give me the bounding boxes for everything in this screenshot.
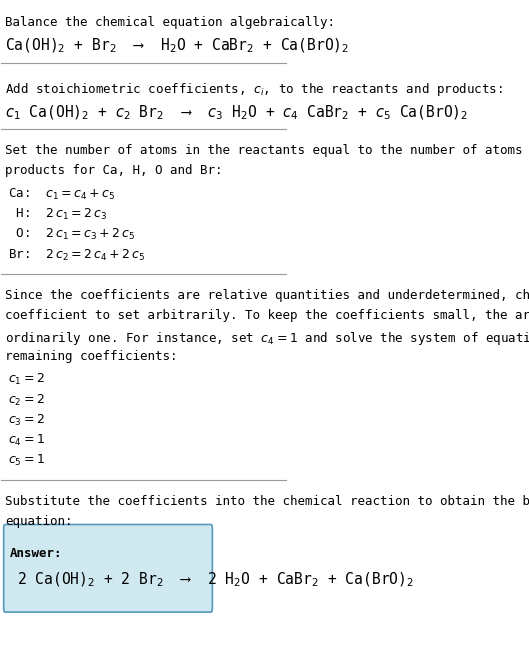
Text: $c_3 = 2$: $c_3 = 2$ [8, 413, 45, 428]
Text: equation:: equation: [5, 515, 72, 528]
Text: $c_1$ Ca(OH)$_2$ + $c_2$ Br$_2$  ⟶  $c_3$ H$_2$O + $c_4$ CaBr$_2$ + $c_5$ Ca(BrO: $c_1$ Ca(OH)$_2$ + $c_2$ Br$_2$ ⟶ $c_3$ … [5, 104, 468, 122]
Text: Br:  $2\,c_2 = 2\,c_4 + 2\,c_5$: Br: $2\,c_2 = 2\,c_4 + 2\,c_5$ [8, 248, 145, 263]
Text: Since the coefficients are relative quantities and underdetermined, choose a: Since the coefficients are relative quan… [5, 289, 529, 302]
Text: Balance the chemical equation algebraically:: Balance the chemical equation algebraica… [5, 16, 335, 28]
Text: Set the number of atoms in the reactants equal to the number of atoms in the: Set the number of atoms in the reactants… [5, 144, 529, 157]
Text: $c_1 = 2$: $c_1 = 2$ [8, 372, 45, 388]
FancyBboxPatch shape [4, 525, 212, 612]
Text: 2 Ca(OH)$_2$ + 2 Br$_2$  ⟶  2 H$_2$O + CaBr$_2$ + Ca(BrO)$_2$: 2 Ca(OH)$_2$ + 2 Br$_2$ ⟶ 2 H$_2$O + CaB… [16, 570, 414, 589]
Text: H:  $2\,c_1 = 2\,c_3$: H: $2\,c_1 = 2\,c_3$ [8, 207, 107, 222]
Text: Add stoichiometric coefficients, $c_i$, to the reactants and products:: Add stoichiometric coefficients, $c_i$, … [5, 82, 503, 98]
Text: products for Ca, H, O and Br:: products for Ca, H, O and Br: [5, 164, 223, 177]
Text: Ca:  $c_1 = c_4 + c_5$: Ca: $c_1 = c_4 + c_5$ [8, 186, 115, 202]
Text: Ca(OH)$_2$ + Br$_2$  ⟶  H$_2$O + CaBr$_2$ + Ca(BrO)$_2$: Ca(OH)$_2$ + Br$_2$ ⟶ H$_2$O + CaBr$_2$ … [5, 37, 349, 55]
Text: coefficient to set arbitrarily. To keep the coefficients small, the arbitrary va: coefficient to set arbitrarily. To keep … [5, 309, 529, 322]
Text: remaining coefficients:: remaining coefficients: [5, 350, 178, 363]
Text: $c_4 = 1$: $c_4 = 1$ [8, 433, 45, 448]
Text: $c_2 = 2$: $c_2 = 2$ [8, 393, 45, 408]
Text: Answer:: Answer: [10, 547, 62, 560]
Text: Substitute the coefficients into the chemical reaction to obtain the balanced: Substitute the coefficients into the che… [5, 495, 529, 508]
Text: $c_5 = 1$: $c_5 = 1$ [8, 454, 45, 468]
Text: ordinarily one. For instance, set $c_4 = 1$ and solve the system of equations fo: ordinarily one. For instance, set $c_4 =… [5, 329, 529, 347]
Text: O:  $2\,c_1 = c_3 + 2\,c_5$: O: $2\,c_1 = c_3 + 2\,c_5$ [8, 227, 135, 242]
